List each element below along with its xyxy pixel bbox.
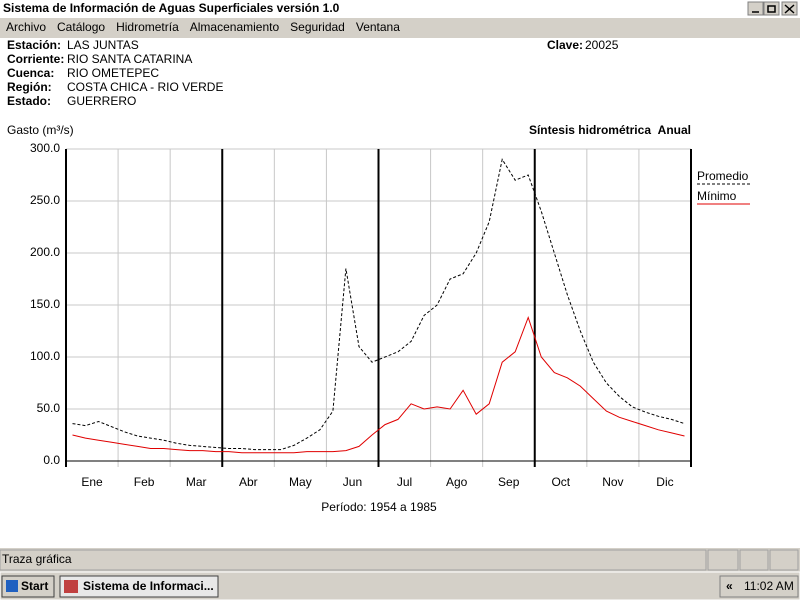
field-value: RIO SANTA CATARINA: [67, 52, 192, 66]
field-value: GUERRERO: [67, 94, 136, 108]
tray-toggle[interactable]: «: [726, 579, 733, 593]
menu-item[interactable]: Catálogo: [57, 20, 105, 34]
y-tick-label: 200.0: [30, 245, 60, 259]
task-icon: [64, 580, 78, 593]
y-tick-label: 0.0: [43, 453, 60, 467]
x-tick-label: Feb: [134, 475, 155, 489]
y-tick-label: 300.0: [30, 141, 60, 155]
x-tick-label: Abr: [239, 475, 258, 489]
legend-label: Promedio: [697, 169, 749, 183]
y-tick-label: 150.0: [30, 297, 60, 311]
menu-item[interactable]: Hidrometría: [116, 20, 179, 34]
minimize-button[interactable]: [747, 1, 764, 16]
field-label: Cuenca:: [7, 66, 54, 80]
status-bar: [0, 549, 707, 571]
y-tick-label: 100.0: [30, 349, 60, 363]
x-tick-label: May: [289, 475, 312, 489]
clock: 11:02 AM: [744, 579, 794, 593]
y-tick-label: 50.0: [37, 401, 61, 415]
menu-item[interactable]: Archivo: [6, 20, 46, 34]
x-tick-label: Ago: [446, 475, 468, 489]
system-tray: [719, 575, 799, 598]
field-value: COSTA CHICA - RIO VERDE: [67, 80, 223, 94]
start-label: Start: [21, 579, 48, 593]
field-value: LAS JUNTAS: [67, 38, 139, 52]
series-line: [72, 158, 685, 451]
task-button[interactable]: [59, 575, 219, 598]
field-label: Estado:: [7, 94, 51, 108]
clave-label: Clave:: [547, 38, 583, 52]
x-tick-label: Ene: [81, 475, 103, 489]
x-tick-label: Dic: [656, 475, 673, 489]
y-tick-label: 250.0: [30, 193, 60, 207]
chart-title: Síntesis hidrométrica: [529, 123, 651, 137]
window-title: Sistema de Información de Aguas Superfic…: [3, 1, 340, 15]
series-line: [72, 316, 685, 454]
restore-button[interactable]: [763, 1, 780, 16]
menu-item[interactable]: Almacenamiento: [190, 20, 280, 34]
menu-bar: Archivo Catálogo Hidrometría Almacenamiento…: [6, 20, 400, 34]
x-tick-label: Mar: [186, 475, 207, 489]
menu-item[interactable]: Seguridad: [290, 20, 345, 34]
window-controls: [747, 1, 798, 16]
field-value: RIO OMETEPEC: [67, 66, 159, 80]
x-tick-label: Sep: [498, 475, 520, 489]
task-label: Sistema de Informaci...: [83, 579, 214, 593]
chart: Gasto (m³/s) Síntesis hidrométrica Anual Pe…: [7, 123, 750, 514]
x-tick-label: Oct: [551, 475, 570, 489]
y-axis-label: Gasto (m³/s): [7, 123, 74, 137]
field-label: Región:: [7, 80, 52, 94]
x-tick-label: Nov: [602, 475, 623, 489]
status-panel: [769, 549, 799, 571]
field-label: Estación:: [7, 38, 61, 52]
menu-item[interactable]: Ventana: [356, 20, 400, 34]
x-tick-label: Jul: [397, 475, 412, 489]
status-panel: [739, 549, 769, 571]
content-area: [0, 38, 800, 548]
status-panel: [707, 549, 739, 571]
clave-value: 20025: [585, 38, 619, 52]
field-label: Corriente:: [7, 52, 64, 66]
x-tick-label: Jun: [343, 475, 362, 489]
title-bar: [0, 0, 800, 18]
chart-subtitle: Anual: [658, 123, 691, 137]
status-text: Traza gráfica: [2, 552, 72, 566]
legend-label: Mínimo: [697, 189, 737, 203]
x-axis-label: Período: 1954 a 1985: [321, 500, 437, 514]
start-icon: [6, 580, 18, 592]
